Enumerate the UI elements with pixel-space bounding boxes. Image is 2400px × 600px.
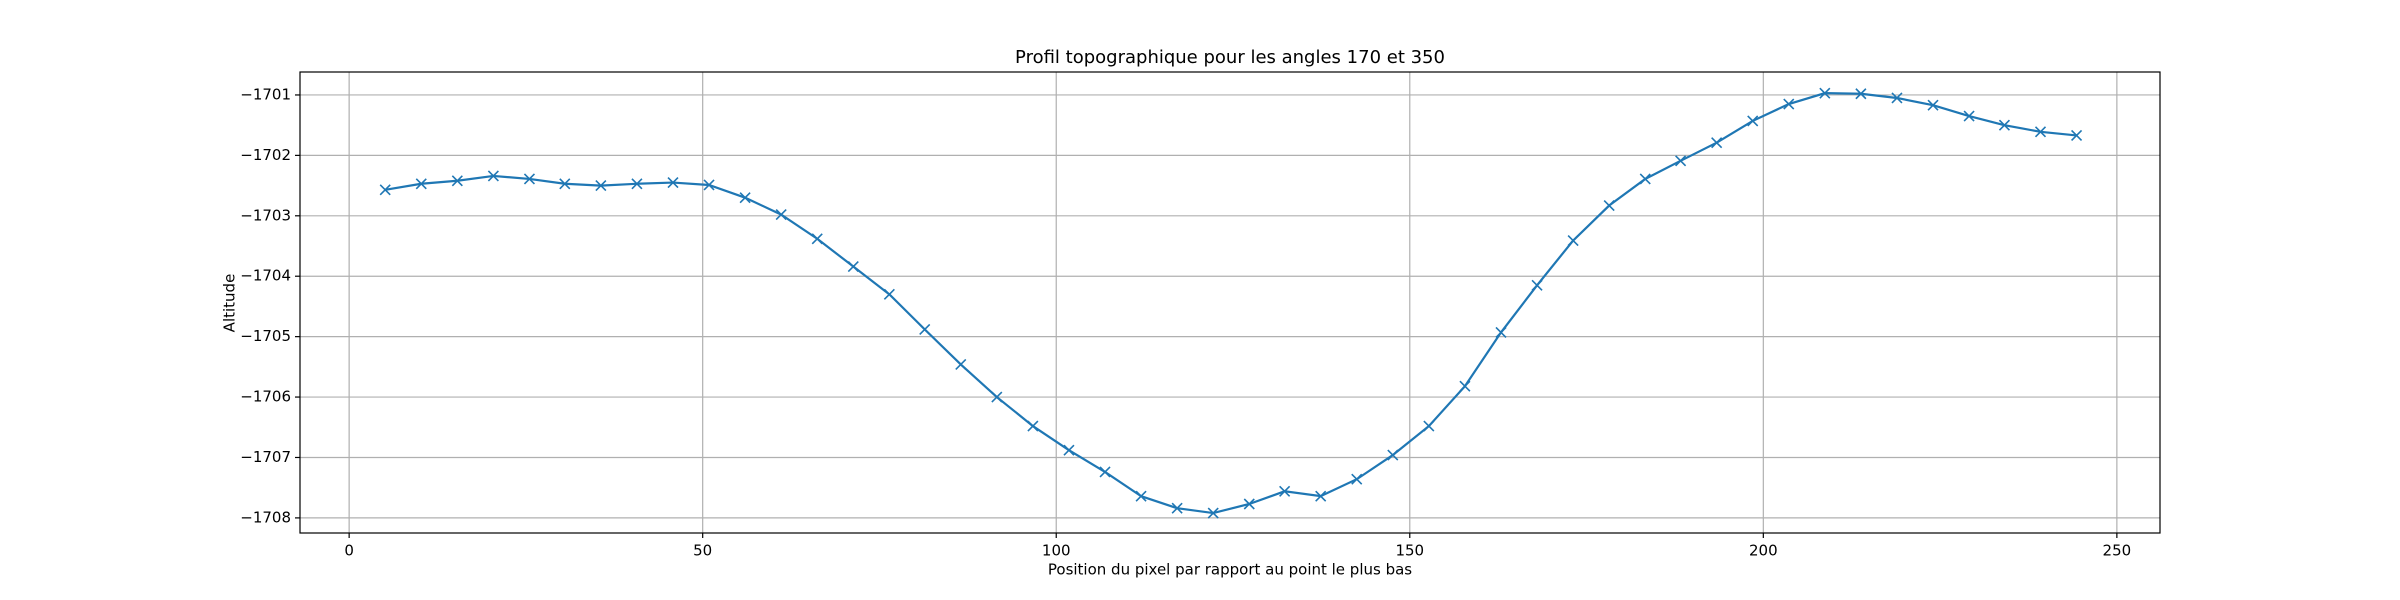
y-tick-label: −1704 <box>240 267 291 285</box>
data-line <box>385 92 2077 515</box>
y-axis-label: Altitude <box>221 274 239 333</box>
plot-frame <box>299 71 2161 534</box>
data-point <box>811 233 823 245</box>
data-point <box>703 179 715 191</box>
x-tick-label: 150 <box>1395 542 1424 560</box>
data-point <box>1711 137 1723 149</box>
data-point <box>955 358 967 370</box>
data-point <box>2034 126 2047 138</box>
x-tick-label: 200 <box>1749 542 1778 560</box>
chart-title: Profil topographique pour les angles 170… <box>1015 47 1445 68</box>
x-tick-label: 50 <box>693 542 712 560</box>
data-point <box>667 177 679 189</box>
data-point <box>1207 507 1219 519</box>
data-point <box>1495 326 1507 338</box>
y-tick-label: −1702 <box>240 146 291 164</box>
data-point <box>1423 420 1435 432</box>
data-point <box>1675 155 1687 167</box>
data-point <box>847 260 859 273</box>
y-tick-label: −1707 <box>240 448 291 466</box>
data-point <box>1315 490 1327 502</box>
data-point <box>1855 88 1867 100</box>
y-tick-label: −1706 <box>240 388 291 406</box>
data-point <box>559 178 571 190</box>
data-point <box>1567 235 1579 247</box>
data-point <box>1783 98 1795 110</box>
data-point <box>1243 498 1255 510</box>
data-point <box>631 178 643 190</box>
data-point <box>1998 119 2011 131</box>
data-point <box>415 178 427 190</box>
data-point <box>487 170 499 182</box>
data-point <box>739 192 751 204</box>
data-point <box>523 173 536 185</box>
data-point <box>1387 449 1399 461</box>
data-point <box>991 391 1003 403</box>
data-point <box>1963 110 1975 122</box>
data-point <box>1531 279 1543 291</box>
data-point <box>1927 99 1939 111</box>
data-point <box>1819 87 1831 99</box>
data-point <box>1351 473 1363 485</box>
data-point <box>2070 129 2083 142</box>
data-point <box>1891 92 1903 104</box>
y-tick-label: −1701 <box>240 85 291 103</box>
x-tick-label: 100 <box>1042 542 1071 560</box>
data-point <box>1459 380 1471 392</box>
y-tick-label: −1703 <box>240 206 291 224</box>
data-point <box>1063 444 1075 456</box>
data-point <box>883 288 895 300</box>
data-point <box>1279 485 1291 497</box>
x-tick-label: 0 <box>344 542 354 560</box>
data-point <box>1171 502 1183 514</box>
x-axis-label: Position du pixel par rapport au point l… <box>1048 561 1412 579</box>
data-point <box>379 184 391 196</box>
data-point <box>775 209 787 221</box>
data-point <box>1639 173 1651 185</box>
data-point <box>1135 490 1147 502</box>
data-point <box>1099 466 1111 478</box>
data-point <box>919 323 931 335</box>
data-point <box>1747 115 1759 127</box>
x-tick-label: 250 <box>2103 542 2132 560</box>
data-point <box>595 180 607 192</box>
data-point <box>451 175 463 187</box>
y-tick-label: −1705 <box>240 327 291 345</box>
data-point <box>1603 199 1615 212</box>
data-point <box>1027 420 1039 432</box>
y-tick-label: −1708 <box>240 508 291 526</box>
